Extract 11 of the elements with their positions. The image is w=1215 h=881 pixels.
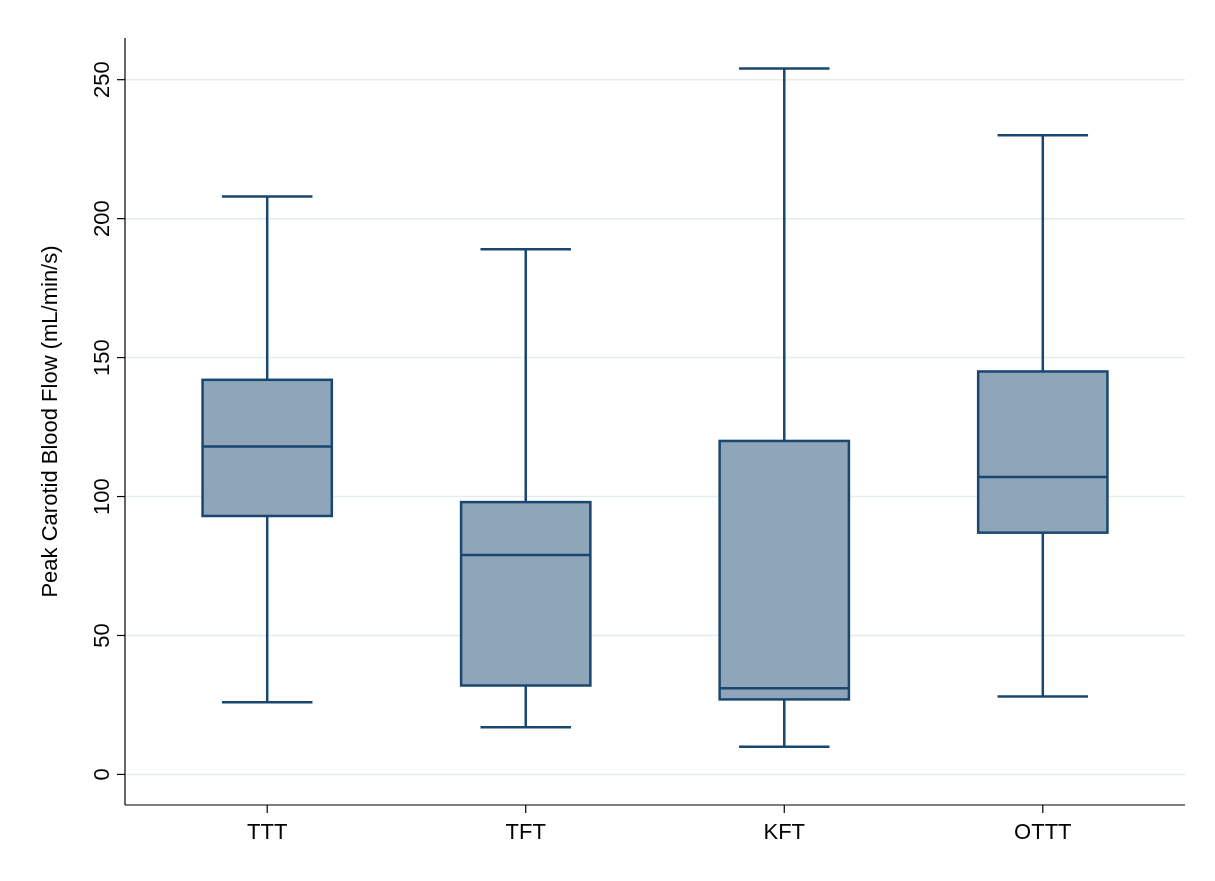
y-tick-label: 200 <box>89 200 114 237</box>
x-tick-label: OTTT <box>1014 819 1072 844</box>
y-tick-label: 150 <box>89 339 114 376</box>
y-tick-label: 250 <box>89 61 114 99</box>
y-tick-label: 100 <box>89 478 114 515</box>
y-tick-label: 50 <box>89 623 114 648</box>
x-tick-label: TTT <box>247 819 288 844</box>
x-tick-label: KFT <box>763 819 806 844</box>
y-axis-title: Peak Carotid Blood Flow (mL/min/s) <box>37 245 62 598</box>
x-tick-label: TFT <box>505 819 546 844</box>
y-tick-label: 0 <box>89 768 114 781</box>
